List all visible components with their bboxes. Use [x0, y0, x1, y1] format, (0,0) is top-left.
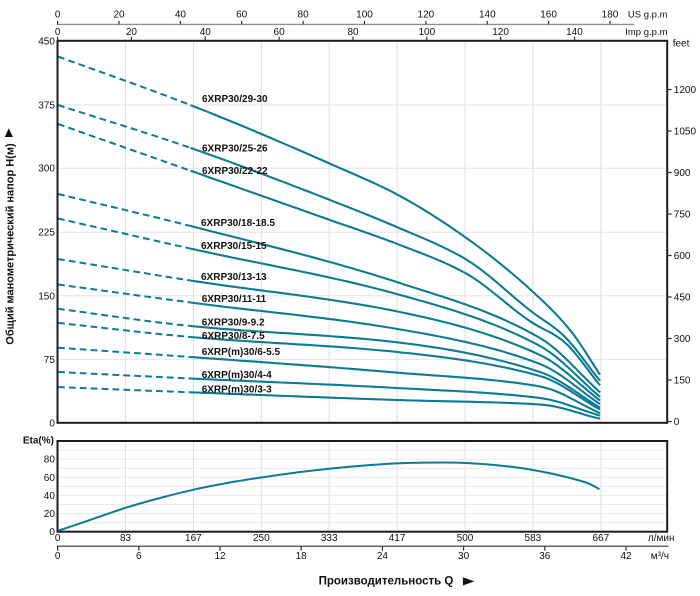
svg-text:450: 450: [674, 293, 691, 304]
svg-text:0: 0: [55, 27, 61, 38]
svg-text:1050: 1050: [674, 127, 697, 138]
svg-text:0: 0: [55, 10, 61, 21]
svg-text:36: 36: [539, 551, 551, 562]
svg-text:375: 375: [38, 100, 55, 111]
svg-text:42: 42: [620, 551, 632, 562]
svg-text:1200: 1200: [674, 85, 697, 96]
svg-text:40: 40: [175, 10, 187, 21]
svg-text:417: 417: [389, 533, 406, 544]
svg-text:40: 40: [44, 491, 56, 502]
svg-text:6XRP30/29-30: 6XRP30/29-30: [202, 94, 268, 105]
svg-text:120: 120: [418, 10, 435, 21]
svg-text:6XRP30/11-11: 6XRP30/11-11: [202, 294, 267, 305]
svg-text:140: 140: [479, 10, 496, 21]
svg-text:6: 6: [136, 551, 142, 562]
svg-text:6XRP30/18-18.5: 6XRP30/18-18.5: [201, 218, 275, 229]
svg-text:500: 500: [457, 533, 474, 544]
svg-text:0: 0: [49, 527, 55, 538]
svg-text:6XRP30/8-7.5: 6XRP30/8-7.5: [202, 331, 265, 342]
svg-text:333: 333: [321, 533, 338, 544]
svg-text:250: 250: [253, 533, 270, 544]
svg-text:л/мин: л/мин: [648, 533, 675, 544]
svg-text:6XRP30/9-9.2: 6XRP30/9-9.2: [202, 317, 265, 328]
svg-text:100: 100: [356, 10, 373, 21]
svg-text:583: 583: [525, 533, 542, 544]
svg-text:667: 667: [592, 533, 609, 544]
svg-text:20: 20: [126, 27, 138, 38]
svg-text:150: 150: [38, 291, 55, 302]
svg-text:US g.p.m: US g.p.m: [628, 10, 668, 21]
svg-text:Общий манометрический напор Н(: Общий манометрический напор Н(м): [5, 143, 17, 345]
svg-text:150: 150: [674, 376, 691, 387]
svg-text:0: 0: [55, 551, 61, 562]
svg-text:60: 60: [236, 10, 248, 21]
svg-text:180: 180: [602, 10, 619, 21]
svg-text:167: 167: [185, 533, 202, 544]
svg-text:Imp g.p.m: Imp g.p.m: [625, 27, 667, 38]
svg-text:0: 0: [674, 417, 680, 428]
svg-text:6XRP30/15-15: 6XRP30/15-15: [201, 241, 267, 252]
svg-text:140: 140: [566, 27, 583, 38]
svg-text:6XRP(m)30/3-3: 6XRP(m)30/3-3: [202, 384, 272, 395]
svg-text:120: 120: [492, 27, 509, 38]
svg-text:225: 225: [38, 228, 55, 239]
svg-text:60: 60: [44, 473, 56, 484]
svg-text:600: 600: [674, 251, 691, 262]
svg-text:6XRP30/25-26: 6XRP30/25-26: [202, 143, 268, 154]
svg-text:6XRP(m)30/6-5.5: 6XRP(m)30/6-5.5: [202, 347, 281, 358]
svg-text:160: 160: [540, 10, 557, 21]
svg-text:30: 30: [458, 551, 470, 562]
svg-text:18: 18: [296, 551, 308, 562]
svg-text:300: 300: [674, 334, 691, 345]
svg-text:40: 40: [200, 27, 212, 38]
svg-text:450: 450: [38, 37, 55, 48]
svg-text:300: 300: [38, 164, 55, 175]
svg-text:feet: feet: [673, 39, 690, 50]
svg-text:100: 100: [418, 27, 435, 38]
svg-text:6XRP30/22-22: 6XRP30/22-22: [202, 166, 268, 177]
svg-text:80: 80: [347, 27, 359, 38]
svg-text:м³/ч: м³/ч: [651, 551, 669, 562]
svg-text:12: 12: [214, 551, 226, 562]
svg-text:0: 0: [49, 419, 55, 430]
svg-text:24: 24: [377, 551, 389, 562]
svg-text:80: 80: [298, 10, 310, 21]
svg-text:75: 75: [44, 355, 56, 366]
svg-text:83: 83: [120, 533, 132, 544]
svg-text:20: 20: [44, 509, 56, 520]
svg-text:0: 0: [55, 533, 61, 544]
svg-text:6XRP(m)30/4-4: 6XRP(m)30/4-4: [202, 370, 272, 381]
svg-text:Производительность Q: Производительность Q: [319, 576, 454, 588]
svg-text:20: 20: [113, 10, 125, 21]
svg-text:6XRP30/13-13: 6XRP30/13-13: [201, 272, 267, 283]
svg-text:900: 900: [674, 168, 691, 179]
svg-text:60: 60: [274, 27, 286, 38]
svg-text:750: 750: [674, 210, 691, 221]
svg-text:80: 80: [44, 455, 56, 466]
svg-text:Eta(%): Eta(%): [23, 436, 54, 447]
